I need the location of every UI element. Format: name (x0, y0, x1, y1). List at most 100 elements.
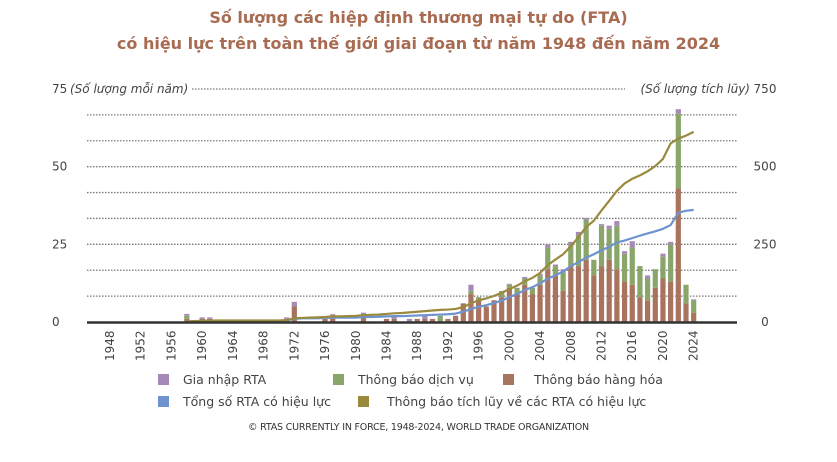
right-tick-label: 750 (754, 82, 777, 96)
bar-segment (683, 303, 689, 322)
bar-segment (291, 306, 297, 322)
bar-segment (506, 283, 512, 285)
bar-segment (330, 314, 336, 316)
bar-segment (499, 297, 505, 322)
right-tick-label: 0 (761, 315, 769, 329)
left-tick-label: 50 (52, 160, 67, 174)
bar-segment (668, 244, 674, 282)
bar-segment (391, 315, 397, 319)
x-tick-label: 1952 (134, 330, 148, 361)
bar-segment (445, 318, 451, 322)
bar-segment (621, 251, 628, 254)
chart-title-line-2: có hiệu lực trên toàn thế giới giai đoạn… (116, 34, 721, 53)
bar-segment (583, 217, 589, 220)
left-axis-label: (Số lượng mỗi năm) (70, 82, 188, 96)
x-tick-label: 1948 (103, 330, 117, 361)
bar-segment (476, 297, 482, 301)
bar-segment (406, 318, 413, 322)
bar-segment (575, 231, 582, 236)
chart-title-line-1: Số lượng các hiệp định thương mại tự do … (209, 8, 628, 27)
bar-segment (552, 266, 559, 276)
bar-segment (614, 269, 620, 322)
x-tick-label: 1988 (410, 330, 424, 361)
bar-segment (499, 290, 505, 298)
bar-segment (522, 276, 528, 279)
right-axis-label: (Số lượng tích lũy) (640, 82, 750, 96)
bar-segment (207, 317, 213, 319)
legend-item-dich-vu: Thông báo dịch vụ (333, 372, 503, 387)
legend-label: Thông báo hàng hóa (534, 371, 663, 387)
bar-segment (483, 306, 489, 322)
bar-segment (360, 315, 367, 322)
bar-segment (675, 109, 681, 114)
x-tick-label: 1972 (287, 330, 301, 361)
right-tick-label: 250 (754, 237, 777, 251)
x-tick-label: 1976 (318, 330, 332, 361)
x-tick-label: 2004 (533, 330, 547, 361)
left-tick-label: 25 (52, 237, 67, 251)
bar-segment (391, 318, 397, 322)
legend-item-tong-so: Tổng số RTA có hiệu lực (158, 394, 358, 409)
bar-segment (506, 287, 512, 322)
bar-segment (583, 259, 589, 322)
bar-segment (629, 247, 635, 285)
bar-segment (591, 275, 597, 322)
left-tick-label: 75 (52, 82, 67, 96)
bar-segment (199, 317, 205, 319)
bar-segment (383, 318, 390, 322)
bar-segment (606, 228, 612, 260)
bar-segment (629, 241, 635, 248)
bar-segment (645, 278, 651, 301)
bar-segment (598, 225, 605, 267)
bar-segment (476, 300, 482, 322)
legend-label: Thông báo dịch vụ (358, 371, 474, 387)
x-tick-label: 2012 (595, 330, 609, 361)
bar-segment (537, 275, 543, 285)
left-tick-label: 0 (52, 315, 60, 329)
legend-item-hang-hoa: Thông báo hàng hóa (503, 372, 663, 387)
x-tick-label: 1996 (472, 330, 486, 361)
bar-segment (560, 272, 566, 291)
bar-segment (637, 297, 643, 322)
bar-segment (514, 287, 520, 295)
bar-segment (468, 290, 474, 295)
x-tick-label: 1980 (349, 330, 363, 361)
bars (184, 109, 697, 322)
bar-segment (606, 259, 612, 322)
bar-segment (614, 225, 620, 270)
legend-label: Thông báo tích lũy về các RTA có hiệu lự… (387, 393, 647, 409)
legend-swatch-dich-vu (333, 373, 344, 385)
bar-segment (552, 275, 559, 322)
bar-segment (568, 244, 574, 267)
bar-segment (621, 281, 628, 322)
bar-segment (322, 318, 328, 322)
series-line (186, 130, 695, 323)
bar-segment (629, 284, 635, 322)
x-tick-labels: 1948 1952 1956 1960 1964 1968 1972 1976 1980 1984… (103, 330, 701, 361)
bar-segment (691, 299, 697, 301)
bar-segment (529, 294, 535, 322)
bar-segment (453, 315, 459, 322)
bar-segment (514, 294, 520, 322)
bar-segment (645, 275, 651, 279)
x-tick-label: 1992 (441, 330, 455, 361)
legend: Gia nhập RTA Thông báo dịch vụ Thông báo… (158, 368, 663, 412)
bar-segment (660, 256, 666, 279)
bar-segment (545, 269, 551, 322)
bar-segment (645, 300, 651, 322)
bar-segment (437, 315, 443, 322)
bar-segment (652, 287, 658, 322)
bar-segment (537, 284, 543, 322)
bar-segment (683, 284, 689, 304)
bar-segment (560, 290, 566, 322)
bar-segment (545, 247, 551, 270)
bar-segment (545, 244, 551, 248)
lines (186, 130, 695, 323)
bar-segment (637, 266, 643, 298)
bar-segment (652, 269, 658, 288)
legend-label: Gia nhập RTA (183, 371, 267, 387)
legend-swatch-gia-nhap (158, 373, 169, 385)
bar-segment (506, 284, 512, 288)
bar-segment (422, 318, 428, 322)
bar-segment (568, 241, 574, 245)
